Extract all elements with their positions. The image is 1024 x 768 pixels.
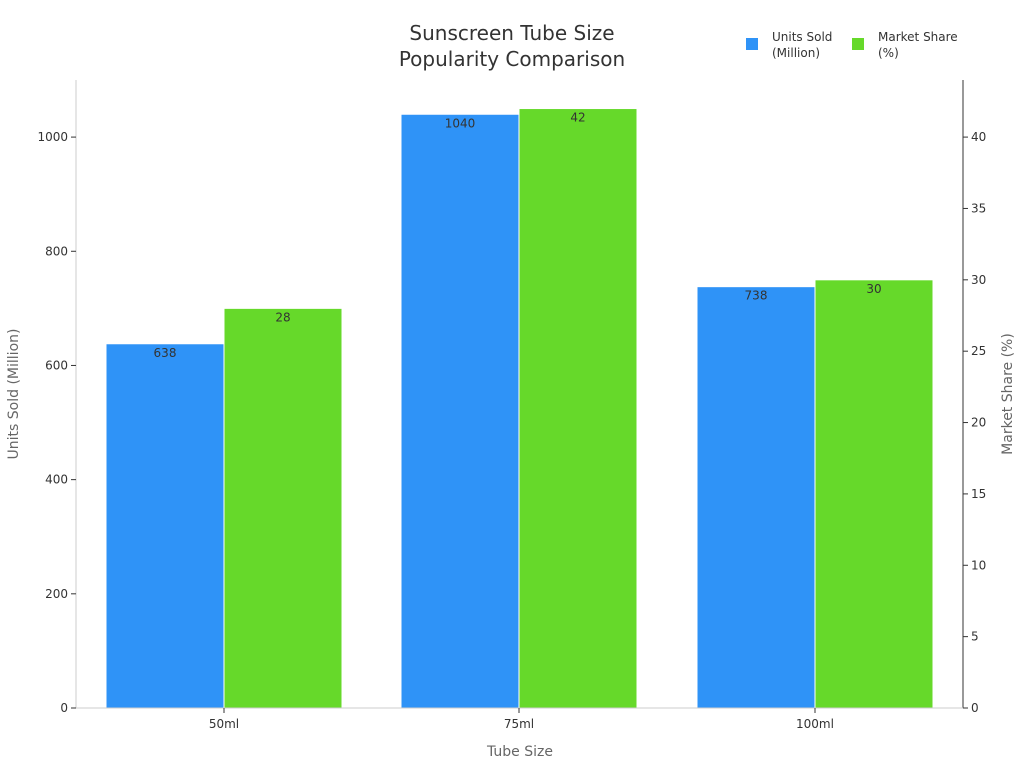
legend-label-market-share-line-2: (%) <box>878 46 899 60</box>
bar-market-share-100ml <box>814 279 934 709</box>
right-tick-label-20: 20 <box>971 416 986 430</box>
x-axis-label: Tube Size <box>486 744 553 760</box>
right-tick-label-15: 15 <box>971 487 986 501</box>
right-tick-label-10: 10 <box>971 558 986 572</box>
legend-swatch-units-sold <box>746 38 758 50</box>
left-tick-label-0: 0 <box>60 701 68 715</box>
bar-units-sold-75ml <box>400 113 520 709</box>
x-tick-label-50ml: 50ml <box>209 717 239 731</box>
left-y-axis-label: Units Sold (Million) <box>6 329 22 460</box>
x-tick-label-75ml: 75ml <box>504 717 534 731</box>
data-label-units-sold-100ml: 738 <box>745 289 768 303</box>
left-tick-label-600: 600 <box>45 358 68 372</box>
data-label-market-share-75ml: 42 <box>570 111 585 125</box>
left-tick-label-200: 200 <box>45 587 68 601</box>
legend-label-market-share-line-1: Market Share <box>878 30 958 44</box>
right-tick-label-25: 25 <box>971 344 986 358</box>
bar-market-share-75ml <box>518 108 638 709</box>
right-tick-label-30: 30 <box>971 273 986 287</box>
chart-title-line-1: Sunscreen Tube Size <box>409 21 614 45</box>
bar-units-sold-100ml <box>696 286 816 709</box>
right-ticks-group: 0 5 10 15 20 25 30 35 40 <box>963 130 986 715</box>
right-tick-label-35: 35 <box>971 201 986 215</box>
left-tick-label-400: 400 <box>45 473 68 487</box>
right-tick-label-40: 40 <box>971 130 986 144</box>
bar-labels-group: 638 28 1040 42 738 30 <box>154 111 882 360</box>
chart-title: Sunscreen Tube Size Popularity Compariso… <box>399 21 625 71</box>
chart-title-line-2: Popularity Comparison <box>399 47 625 71</box>
right-tick-label-5: 5 <box>971 630 979 644</box>
data-label-market-share-100ml: 30 <box>866 282 881 296</box>
right-y-axis-label: Market Share (%) <box>1000 333 1016 455</box>
legend-swatch-market-share <box>852 38 864 50</box>
left-tick-label-800: 800 <box>45 244 68 258</box>
legend: Units Sold (Million) Market Share (%) <box>746 30 958 60</box>
left-tick-label-1000: 1000 <box>37 130 68 144</box>
data-label-units-sold-75ml: 1040 <box>445 116 476 130</box>
bar-market-share-50ml <box>223 307 343 709</box>
legend-label-units-sold-line-1: Units Sold <box>772 30 832 44</box>
left-ticks-group: 0 200 400 600 800 1000 <box>37 130 76 715</box>
bar-units-sold-50ml <box>105 343 225 709</box>
x-tick-label-100ml: 100ml <box>796 717 834 731</box>
x-ticks-group: 50ml 75ml 100ml <box>209 708 834 731</box>
data-label-market-share-50ml: 28 <box>275 310 290 324</box>
legend-label-units-sold-line-2: (Million) <box>772 46 820 60</box>
data-label-units-sold-50ml: 638 <box>154 346 177 360</box>
right-tick-label-0: 0 <box>971 701 979 715</box>
bars-group <box>105 108 934 709</box>
